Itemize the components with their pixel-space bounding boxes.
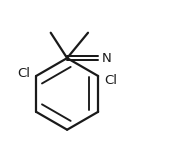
Text: N: N <box>101 52 111 65</box>
Text: Cl: Cl <box>17 67 30 79</box>
Text: Cl: Cl <box>104 74 117 87</box>
